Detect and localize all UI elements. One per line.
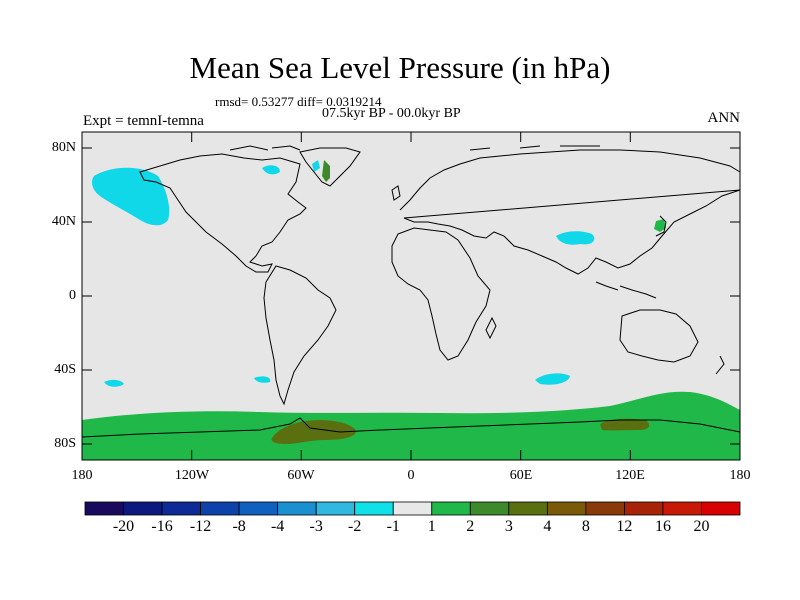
colorbar-box-6	[315, 501, 356, 516]
lon-label-0: 0	[407, 468, 415, 483]
colorbar-box-7	[354, 501, 394, 516]
colorbar-label-11: 4	[543, 518, 552, 535]
colorbar-box-0	[84, 501, 124, 516]
colorbar-label-12: 8	[581, 518, 590, 535]
lon-label-120e: 120E	[615, 468, 645, 483]
southern-ocean-negative-anomaly-east	[535, 373, 570, 385]
antarctica-coastline	[81, 417, 741, 438]
stats-line: rmsd= 0.53277 diff= 0.0319214	[215, 94, 382, 109]
lat-label-0: 0	[69, 288, 76, 303]
north-america-coastline	[139, 153, 307, 273]
colorbar-label-3: -8	[232, 518, 246, 535]
colorbar-label-2: -12	[189, 518, 212, 535]
greenland-positive-anomaly	[322, 160, 330, 182]
europe-asia-coastline	[399, 149, 741, 275]
greenland-coastline	[299, 147, 361, 187]
colorbar-label-8: 1	[427, 518, 436, 535]
antarctic-strong-anomaly-west	[271, 420, 356, 444]
indonesia-coastline	[595, 281, 657, 299]
colorbar-box-12	[546, 501, 587, 516]
colorbar-box-13	[585, 501, 625, 516]
experiment-label: Expt = temnI-temna	[83, 113, 204, 129]
north-pacific-negative-anomaly	[92, 167, 170, 226]
australia-coastline	[619, 309, 699, 363]
colorbar-label-9: 2	[466, 518, 475, 535]
colorbar-label-15: 20	[693, 518, 710, 535]
japan-coastline	[655, 215, 667, 237]
antarctic-positive-anomaly	[82, 391, 740, 460]
colorbar-label-4: -4	[270, 518, 285, 535]
colorbar-box-11	[508, 501, 548, 516]
colorbar-box-5	[277, 501, 317, 516]
colorbar-label-1: -16	[151, 518, 173, 535]
colorbar-box-8	[392, 501, 433, 516]
colorbar-label-7: -1	[386, 518, 400, 535]
lon-label-180e: 180	[729, 468, 751, 483]
colorbar-label-5: -3	[309, 518, 323, 535]
japan-positive-anomaly	[654, 219, 666, 232]
tibet-negative-anomaly	[556, 231, 595, 245]
colorbar-box-4	[238, 501, 279, 516]
period-line: 07.5kyr BP - 00.0kyr BP	[322, 106, 461, 121]
arctic-negative-anomaly	[312, 160, 320, 172]
lat-label-80n: 80N	[51, 140, 76, 155]
colorbar-box-3	[200, 501, 240, 516]
colorbar-label-6: -2	[348, 518, 362, 535]
southern-ocean-negative-anomaly-west	[104, 379, 124, 387]
lat-label-80s: 80S	[54, 436, 76, 451]
colorbar-box-15	[662, 501, 702, 516]
lon-label-120w: 120W	[174, 468, 210, 483]
lat-label-40s: 40S	[54, 362, 76, 377]
colorbar	[84, 501, 741, 516]
africa-coastline	[391, 227, 491, 361]
colorbar-label-13: 12	[616, 518, 633, 535]
hudson-negative-anomaly	[262, 165, 280, 175]
colorbar-box-10	[469, 501, 510, 516]
colorbar-box-2	[161, 501, 201, 516]
south-america-negative-anomaly	[254, 376, 271, 383]
lat-label-40n: 40N	[51, 214, 76, 229]
arctic-islands-coastline	[229, 145, 600, 151]
britain-coastline	[391, 185, 401, 201]
colorbar-box-16	[701, 501, 741, 516]
south-america-coastline	[263, 265, 337, 406]
lon-label-180w: 180	[71, 468, 93, 483]
colorbar-box-9	[431, 501, 471, 516]
antarctic-strong-anomaly-east	[600, 418, 650, 431]
lon-label-60w: 60W	[287, 468, 315, 483]
season-label: ANN	[707, 110, 741, 126]
colorbar-label-14: 16	[654, 518, 671, 535]
madagascar-coastline	[485, 316, 497, 340]
colorbar-box-1	[123, 501, 163, 516]
lon-label-60e: 60E	[509, 468, 533, 483]
colorbar-label-10: 3	[504, 518, 513, 535]
colorbar-box-14	[624, 501, 664, 516]
colorbar-label-0: -20	[112, 518, 135, 535]
chart-title: Mean Sea Level Pressure (in hPa)	[189, 50, 611, 85]
new-zealand-coastline	[715, 355, 725, 375]
